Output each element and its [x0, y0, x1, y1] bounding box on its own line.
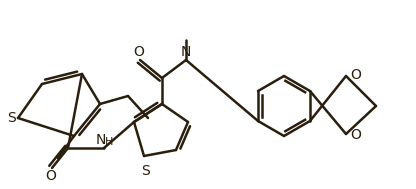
- Text: N: N: [96, 133, 106, 147]
- Text: O: O: [350, 68, 361, 82]
- Text: S: S: [141, 164, 149, 178]
- Text: O: O: [134, 45, 144, 59]
- Text: N: N: [181, 45, 191, 59]
- Text: H: H: [105, 137, 114, 147]
- Text: O: O: [46, 169, 57, 183]
- Text: S: S: [7, 111, 15, 125]
- Text: O: O: [350, 128, 361, 142]
